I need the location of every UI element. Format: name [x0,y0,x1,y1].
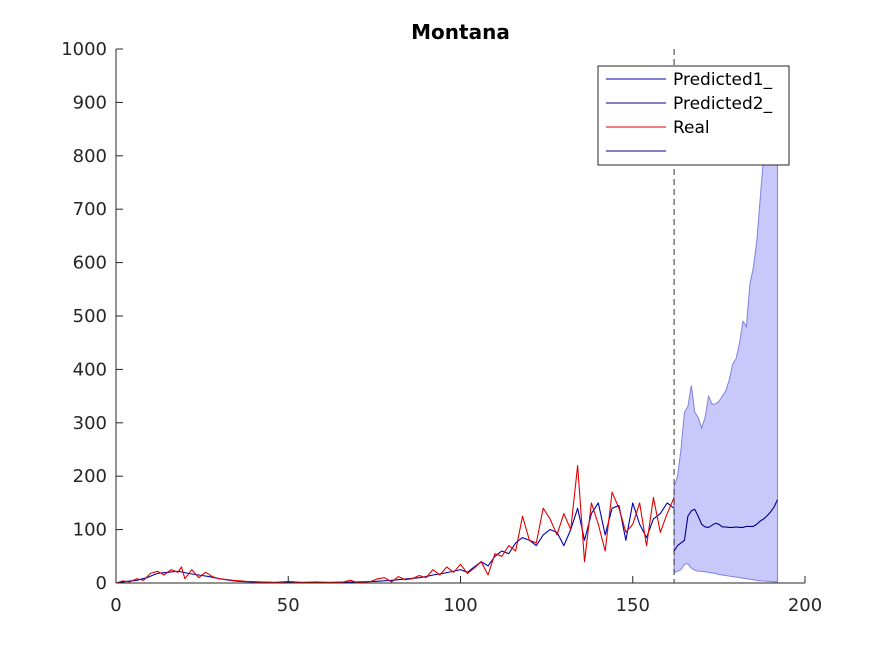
x-tick-label: 200 [788,595,822,616]
y-tick-label: 100 [73,520,107,541]
x-tick-label: 50 [277,595,300,616]
chart-title: Montana [411,20,510,44]
y-tick-label: 200 [73,466,107,487]
y-tick-label: 0 [96,573,107,594]
series-line-predicted2 [673,499,778,552]
legend: Predicted1_ Predicted2_ Real [597,65,790,166]
y-tick-label: 500 [73,306,107,327]
confidence-band-layer [673,70,778,583]
y-tick-label: 600 [73,253,107,274]
x-tick-label: 0 [110,595,121,616]
x-tick-label: 150 [616,595,650,616]
series-line-real [115,464,675,584]
legend-label: Real [673,118,710,138]
y-tick-label: 800 [73,146,107,167]
legend-box [597,65,790,166]
y-tick-label: 900 [73,92,107,113]
y-tick-label: 300 [73,413,107,434]
y-tick-label: 400 [73,359,107,380]
legend-label: Predicted1_ [673,70,773,90]
x-tick-label: 100 [443,595,477,616]
y-tick-label: 1000 [61,39,107,60]
series-layer [115,464,778,584]
axes: 0 50 100 150 200 0 100 200 300 400 500 600 700 800 900… [61,39,822,616]
legend-label: Predicted2_ [673,94,773,114]
y-tick-label: 700 [73,199,107,220]
confidence-band [673,70,778,583]
